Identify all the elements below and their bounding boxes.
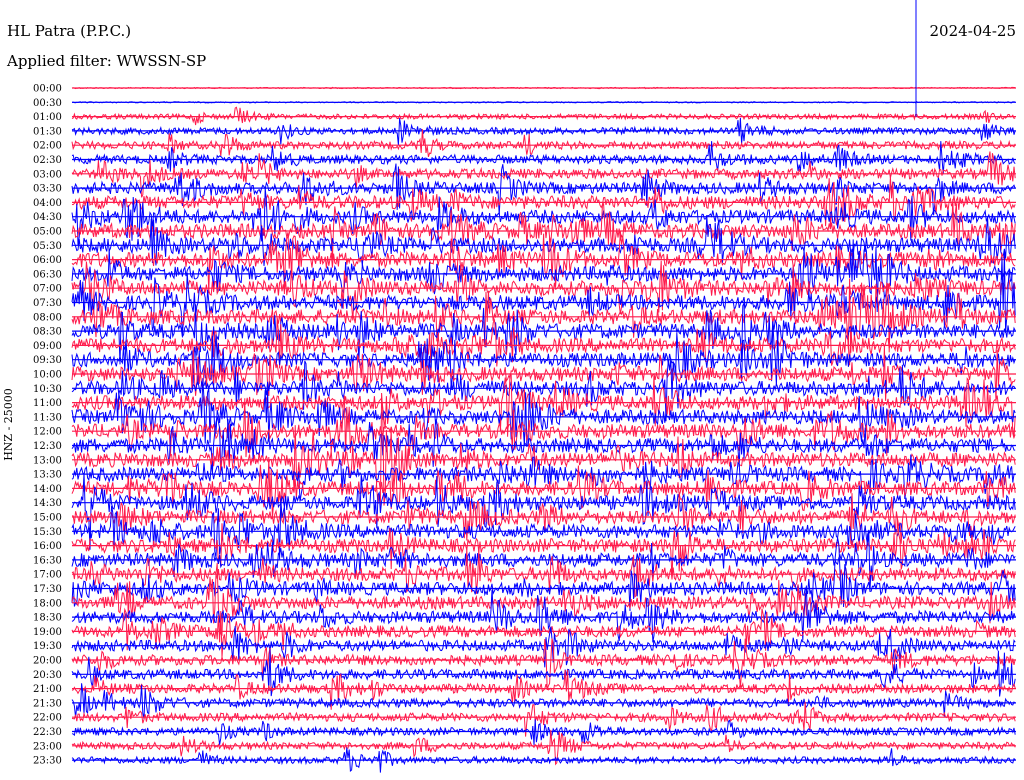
time-label: 13:00: [33, 455, 62, 466]
time-label: 13:30: [33, 470, 62, 481]
time-label: 03:00: [33, 169, 62, 180]
time-label: 12:30: [33, 441, 62, 452]
seismogram-trace: [71, 151, 1016, 198]
time-label: 05:30: [33, 241, 62, 252]
seismogram-trace: [71, 278, 1016, 353]
time-label-group: 00:00 00:30 01:00 01:30 02:00 02:30 03:00 03:30…: [33, 84, 62, 767]
time-label: 03:30: [33, 184, 62, 195]
time-label: 10:30: [33, 384, 62, 395]
seismogram-trace: [71, 198, 1016, 260]
time-label: 08:30: [33, 327, 62, 338]
time-label: 04:00: [33, 198, 62, 209]
seismogram-trace: [71, 395, 1016, 459]
seismogram-trace: [71, 519, 1016, 580]
time-label: 23:00: [33, 741, 62, 752]
time-label: 09:30: [33, 355, 62, 366]
seismogram-trace: [71, 729, 1016, 766]
time-label: 14:00: [33, 484, 62, 495]
time-label: 07:00: [33, 284, 62, 295]
seismogram-trace: [71, 472, 1016, 550]
seismogram-trace: [71, 260, 1016, 321]
filter-label: Applied filter: WWSSN-SP: [7, 52, 207, 70]
seismogram-trace: [72, 493, 1016, 544]
time-label: 00:00: [33, 84, 62, 95]
time-label: 08:00: [33, 312, 62, 323]
time-label: 09:00: [33, 341, 62, 352]
time-label: 12:00: [33, 427, 62, 438]
time-label: 05:00: [33, 227, 62, 238]
seismogram-trace: [71, 456, 1016, 519]
seismogram-trace: [71, 392, 1016, 506]
time-label: 19:30: [33, 641, 62, 652]
seismogram-trace: [71, 373, 1016, 439]
time-label: 00:30: [33, 98, 62, 109]
time-label: 15:00: [33, 513, 62, 524]
time-label: 16:00: [33, 541, 62, 552]
time-label: 22:00: [33, 713, 62, 724]
seismogram-trace: [71, 317, 1016, 371]
time-label: 22:30: [33, 727, 62, 738]
time-label: 19:00: [33, 627, 62, 638]
time-label: 21:00: [33, 684, 62, 695]
seismogram-trace: [71, 669, 1016, 710]
seismogram-trace: [71, 626, 1016, 668]
seismogram-trace: [71, 250, 1016, 337]
date-label: 2024-04-25: [929, 22, 1016, 40]
time-label: 10:00: [33, 370, 62, 381]
seismogram-trace: [71, 649, 1016, 697]
time-label: 02:00: [33, 141, 62, 152]
time-label: 11:00: [33, 398, 62, 409]
time-label: 06:00: [33, 255, 62, 266]
seismogram-trace: [71, 607, 1016, 658]
time-label: 07:30: [33, 298, 62, 309]
time-label: 11:30: [33, 412, 62, 423]
seismogram-trace: [71, 239, 1016, 313]
seismogram-trace: [71, 177, 1016, 229]
seismogram-trace: [71, 701, 1016, 737]
time-label: 17:30: [33, 584, 62, 595]
time-label: 06:30: [33, 269, 62, 280]
time-label: 18:00: [33, 598, 62, 609]
time-label: 04:30: [33, 212, 62, 223]
seismogram-trace: [71, 106, 1016, 126]
time-label: 02:30: [33, 155, 62, 166]
time-label: 01:00: [33, 112, 62, 123]
seismogram-trace: [71, 141, 1016, 175]
time-label: 23:30: [33, 756, 62, 767]
time-label: 21:30: [33, 698, 62, 709]
station-title: HL Patra (P.P.C.): [7, 22, 132, 40]
time-label: 01:30: [33, 126, 62, 137]
trace-group: [71, 86, 1016, 773]
time-label: 15:30: [33, 527, 62, 538]
seismogram-trace: [71, 719, 1016, 745]
time-label: 17:00: [33, 570, 62, 581]
time-label: 20:30: [33, 670, 62, 681]
seismogram-trace: [71, 638, 1016, 691]
seismogram-trace: [71, 530, 1016, 591]
seismogram-trace: [71, 585, 1016, 643]
time-label: 14:30: [33, 498, 62, 509]
seismogram-trace: [71, 187, 1016, 246]
seismogram-trace: [71, 683, 1016, 719]
seismogram-trace: [71, 747, 1016, 773]
seismogram-trace: [71, 117, 1016, 146]
seismogram-trace: [71, 358, 1016, 422]
time-label: 20:00: [33, 656, 62, 667]
time-label: 16:30: [33, 555, 62, 566]
time-label: 18:30: [33, 613, 62, 624]
